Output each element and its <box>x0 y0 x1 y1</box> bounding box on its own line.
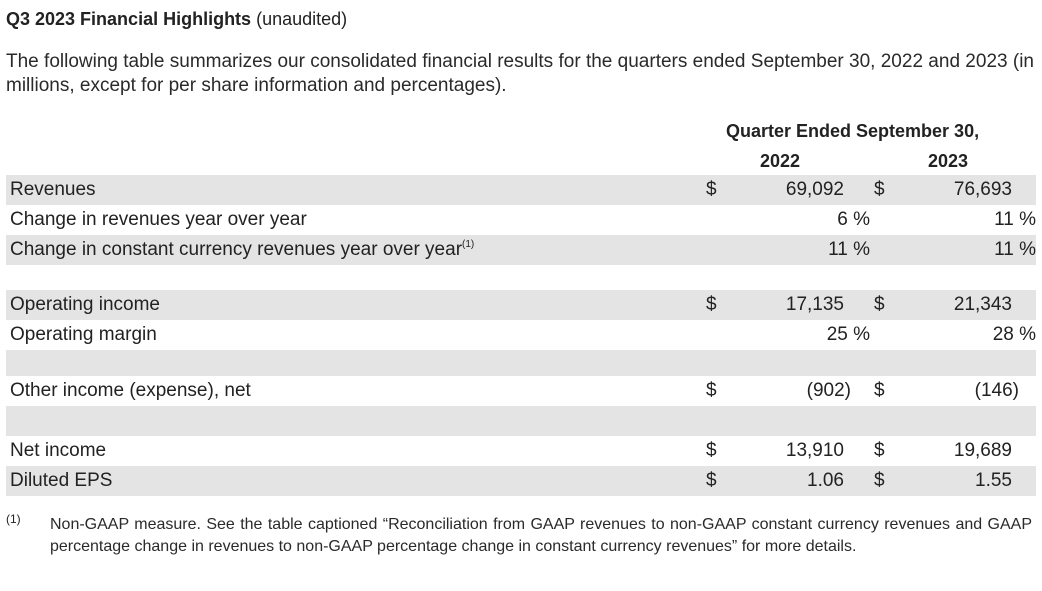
table-spacer <box>6 350 1036 376</box>
value-2023: 11 % <box>994 209 1036 230</box>
value-2023: 19,689 <box>953 440 1012 461</box>
currency-symbol: $ <box>706 179 717 200</box>
value-2022: 1.06 <box>807 470 844 491</box>
table-spacer <box>6 265 1036 290</box>
footnote-marker: (1) <box>6 512 21 526</box>
row-label: Operating margin <box>10 324 157 345</box>
col-header-2022: 2022 <box>760 151 801 171</box>
currency-symbol: $ <box>706 294 717 315</box>
period-header: Quarter Ended September 30, <box>726 121 980 141</box>
currency-symbol: $ <box>874 380 885 401</box>
currency-symbol: $ <box>874 440 885 461</box>
col-header-2023: 2023 <box>928 151 969 171</box>
footnote-text: Non-GAAP measure. See the table captione… <box>50 516 1032 555</box>
row-label: Other income (expense), net <box>10 380 251 401</box>
table-spacer <box>6 406 1036 436</box>
intro-paragraph: The following table summarizes our conso… <box>6 51 1034 96</box>
value-2023: (146) <box>974 380 1019 401</box>
currency-symbol: $ <box>706 440 717 461</box>
footnote-ref: (1) <box>462 239 475 250</box>
table-row-cc-change: Change in constant currency revenues yea… <box>6 235 1036 265</box>
value-2022: 25 % <box>826 324 870 345</box>
row-label: Diluted EPS <box>10 470 113 491</box>
row-label: Operating income <box>10 294 160 315</box>
table-row-revenues: Revenues $ 69,092 $ 76,693 <box>6 175 1036 205</box>
value-2022: 11 % <box>828 239 870 260</box>
currency-symbol: $ <box>874 294 885 315</box>
table-row-other-income: Other income (expense), net $ (902) $ (1… <box>6 376 1036 406</box>
row-label: Revenues <box>10 179 96 200</box>
row-label-text: Change in constant currency revenues yea… <box>10 239 463 260</box>
value-2022: 17,135 <box>785 294 844 315</box>
value-2022: 6 % <box>837 209 870 230</box>
value-2023: 11 % <box>994 239 1036 260</box>
value-2022: 69,092 <box>785 179 844 200</box>
table-row-diluted-eps: Diluted EPS $ 1.06 $ 1.55 <box>6 466 1036 496</box>
value-2022: 13,910 <box>785 440 844 461</box>
title-main: Q3 2023 Financial Highlights <box>6 9 252 29</box>
page-title: Q3 2023 Financial Highlights (unaudited) <box>6 8 347 30</box>
row-label: Net income <box>10 440 107 461</box>
title-subtitle: (unaudited) <box>256 9 348 29</box>
value-2023: 21,343 <box>953 294 1012 315</box>
value-2023: 1.55 <box>975 470 1012 491</box>
table-row-revenue-change: Change in revenues year over year 6 % 11… <box>6 205 1036 235</box>
currency-symbol: $ <box>706 380 717 401</box>
value-2022: (902) <box>806 380 851 401</box>
table-row-operating-income: Operating income $ 17,135 $ 21,343 <box>6 290 1036 320</box>
currency-symbol: $ <box>706 470 717 491</box>
value-2023: 28 % <box>992 324 1036 345</box>
row-label: Change in constant currency revenues yea… <box>10 235 474 265</box>
value-2023: 76,693 <box>953 179 1012 200</box>
table-row-net-income: Net income $ 13,910 $ 19,689 <box>6 436 1036 466</box>
row-label: Change in revenues year over year <box>10 209 307 230</box>
currency-symbol: $ <box>874 470 885 491</box>
table-row-operating-margin: Operating margin 25 % 28 % <box>6 320 1036 350</box>
currency-symbol: $ <box>874 179 885 200</box>
